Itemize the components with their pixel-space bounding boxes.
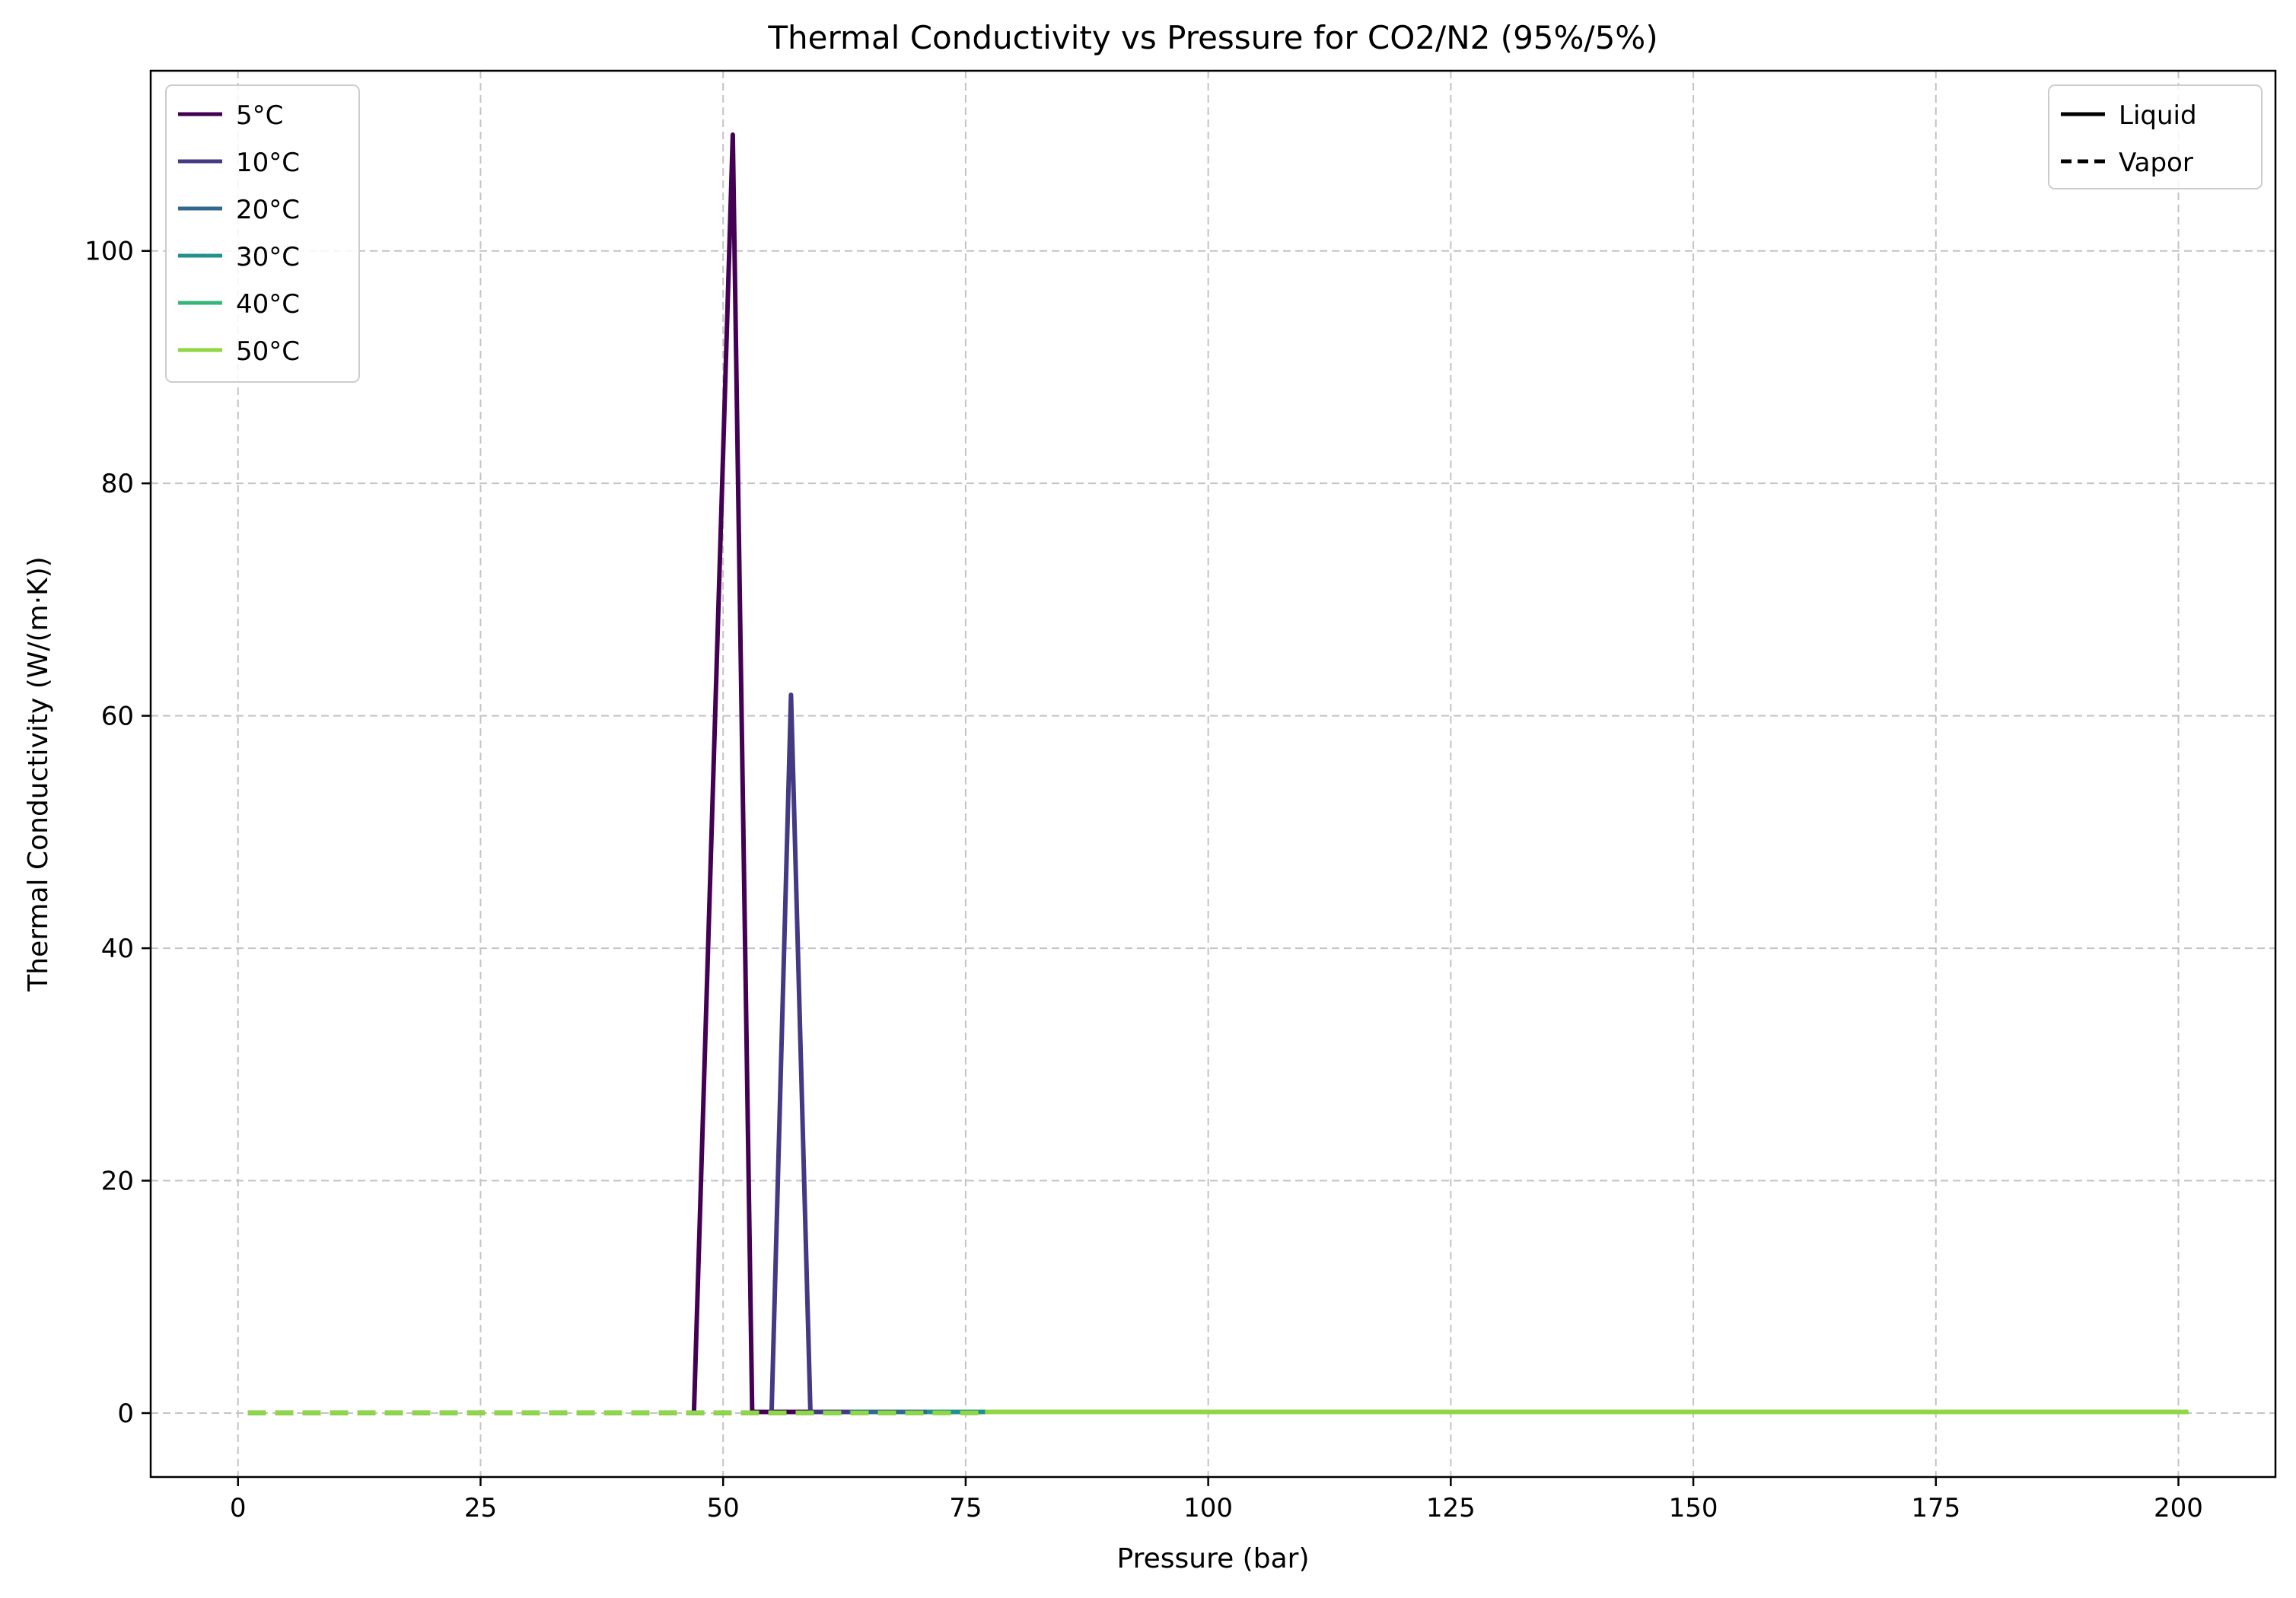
legend-label: Liquid bbox=[2119, 100, 2197, 131]
legend-label: 30°C bbox=[236, 242, 300, 272]
y-tick-label: 20 bbox=[101, 1167, 134, 1197]
x-tick-label: 25 bbox=[464, 1493, 497, 1523]
legend-temperature: 5°C 10°C 20°C 30°C 40°C 50°C bbox=[165, 84, 360, 383]
legend-label: 40°C bbox=[236, 289, 300, 320]
y-tick-label: 100 bbox=[84, 237, 134, 267]
y-tick-label: 60 bbox=[101, 702, 134, 732]
legend-phase: Liquid Vapor bbox=[2048, 84, 2263, 189]
grid bbox=[151, 71, 2275, 1477]
x-axis-label: Pressure (bar) bbox=[1117, 1543, 1310, 1574]
x-tick-label: 75 bbox=[949, 1493, 982, 1523]
chart-title: Thermal Conductivity vs Pressure for CO2… bbox=[767, 19, 1658, 56]
legend-label: 50°C bbox=[236, 336, 300, 367]
x-tick-label: 100 bbox=[1183, 1493, 1233, 1523]
x-tick-label: 125 bbox=[1426, 1493, 1476, 1523]
legend-label: 5°C bbox=[236, 100, 283, 131]
data-series bbox=[247, 132, 2189, 1415]
y-tick-label: 40 bbox=[101, 934, 134, 964]
x-tick-label: 0 bbox=[230, 1493, 247, 1523]
y-tick-label: 0 bbox=[117, 1399, 134, 1429]
legend-label: Vapor bbox=[2119, 148, 2193, 178]
legend-label: 10°C bbox=[236, 148, 300, 178]
axis-ticks: 0 25 50 75 100 125 150 175 200 0 20 40 60 80 100 bbox=[84, 237, 2203, 1523]
x-tick-label: 200 bbox=[2154, 1493, 2203, 1523]
x-tick-label: 150 bbox=[1669, 1493, 1718, 1523]
x-tick-label: 50 bbox=[707, 1493, 740, 1523]
plot-frame bbox=[149, 69, 2277, 1479]
legend-label: 20°C bbox=[236, 195, 300, 225]
y-axis-label: Thermal Conductivity (W/(m·K)) bbox=[23, 556, 54, 992]
y-tick-label: 80 bbox=[101, 469, 134, 499]
x-tick-label: 175 bbox=[1911, 1493, 1960, 1523]
